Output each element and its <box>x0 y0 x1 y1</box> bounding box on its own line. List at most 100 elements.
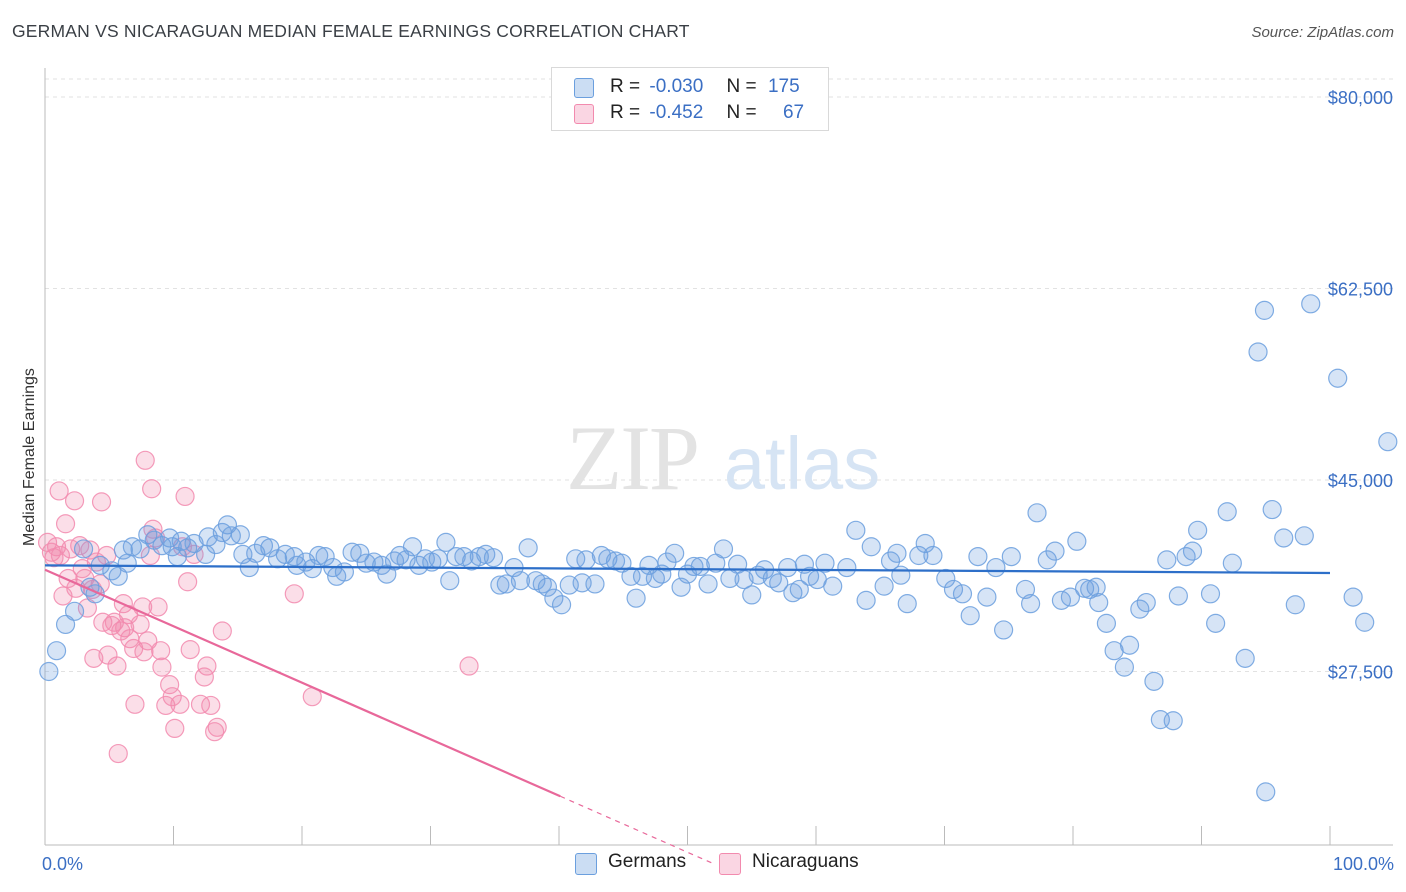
legend-n-germans: 175 <box>767 76 800 97</box>
nicaraguans-point <box>134 642 154 662</box>
germans-point <box>1254 300 1275 320</box>
trend-lines <box>44 564 1331 864</box>
legend-n-label: N = <box>726 102 757 123</box>
nicaraguans-point <box>64 491 85 511</box>
germans-point <box>1188 520 1208 540</box>
nicaraguans-point <box>84 648 104 668</box>
germans-point <box>1206 613 1226 633</box>
germans-point <box>778 557 798 578</box>
germans-point <box>897 594 917 614</box>
germans-point <box>1114 657 1135 677</box>
germans-point <box>943 579 964 600</box>
nicaraguans-point <box>151 641 171 661</box>
gridlines <box>45 78 1393 672</box>
germans-point <box>621 566 641 586</box>
germans-point <box>1168 586 1188 606</box>
legend-r-nicaraguans: -0.452 <box>649 102 704 123</box>
germans-point <box>73 539 94 559</box>
legend-r-label: R = <box>610 102 641 123</box>
nicaraguans-point <box>170 694 190 714</box>
germans-point <box>1163 711 1183 731</box>
watermark: ZIP atlas <box>566 407 880 509</box>
germans-point <box>1060 587 1081 607</box>
chart-source: Source: ZipAtlas.com <box>1251 24 1394 41</box>
legend-n-label: N = <box>726 76 757 97</box>
germans-point <box>1157 550 1177 570</box>
correlation-legend: R = -0.030 N = 175 R = -0.452 N = 67 <box>551 67 829 131</box>
germans-point <box>1248 342 1268 362</box>
germans-point <box>861 537 881 557</box>
germans-point <box>1222 553 1242 573</box>
nicaraguans-point <box>55 514 76 534</box>
germans-point <box>246 543 266 563</box>
germans-point <box>856 590 876 610</box>
germans-point <box>440 571 460 591</box>
nicaraguans-point <box>148 597 168 617</box>
germans-point <box>1217 502 1237 522</box>
germans-point <box>39 661 59 682</box>
y-tick-label: $27,500 <box>1328 663 1393 683</box>
germans-point <box>152 536 172 556</box>
germans-point <box>1235 648 1255 668</box>
germans-point <box>55 614 76 635</box>
nicaraguans-point <box>201 695 221 716</box>
germans-point <box>315 546 335 567</box>
nicaraguans-point <box>152 657 172 677</box>
germans-point <box>1294 526 1314 546</box>
germans-point <box>1285 595 1305 615</box>
nicaraguans-point <box>108 743 128 764</box>
germans-point <box>936 568 956 589</box>
germans-point <box>428 549 448 569</box>
germans-point <box>1089 592 1109 613</box>
germans-point <box>909 545 929 566</box>
germans-point <box>446 546 466 567</box>
germans-point <box>690 556 710 577</box>
nicaraguans-point <box>165 718 185 739</box>
germans-point <box>923 545 943 566</box>
germans-point <box>436 532 456 552</box>
bottom-legend-label-nicaraguans: Nicaraguans <box>752 851 859 872</box>
germans-point <box>713 539 734 559</box>
germans-trend-line <box>44 564 1331 575</box>
germans-point <box>1027 503 1047 523</box>
germans-point <box>1045 541 1065 561</box>
germans-point <box>402 537 423 557</box>
germans-point <box>1182 541 1203 561</box>
y-tick-label: $62,500 <box>1328 280 1393 300</box>
germans-point <box>490 575 510 595</box>
germans-point <box>350 543 370 563</box>
germans-point <box>1274 528 1294 548</box>
germans-point <box>206 534 226 555</box>
y-tick-label: $45,000 <box>1328 471 1393 491</box>
bottom-legend-label-germans: Germans <box>608 851 687 872</box>
nicaraguans-point <box>49 481 69 501</box>
watermark-atlas: atlas <box>724 422 880 505</box>
germans-point <box>1144 671 1164 691</box>
germans-point <box>122 537 142 557</box>
germans-point <box>823 576 843 596</box>
bottom-legend-swatch-germans <box>575 853 597 875</box>
nicaraguans-trend-line <box>44 568 561 798</box>
germans-point <box>891 565 911 585</box>
germans-point <box>1301 294 1321 314</box>
nicaraguans-point <box>135 450 155 470</box>
germans-point <box>626 588 646 608</box>
germans-point <box>46 641 67 661</box>
nicaraguans-point <box>125 694 145 714</box>
nicaraguans-point <box>91 492 112 512</box>
x-tick-label-max: 100.0% <box>1333 854 1394 874</box>
germans-point <box>551 595 572 615</box>
germans-point <box>887 543 907 563</box>
germans-point <box>537 577 558 597</box>
germans-point <box>1200 584 1221 604</box>
germans-point <box>510 571 531 591</box>
germans-point <box>162 537 182 557</box>
germans-point <box>915 533 935 554</box>
germans-point <box>1086 577 1106 597</box>
y-tick-labels: $27,500 $45,000 $62,500 $80,000 <box>1328 88 1393 683</box>
nicaraguans-point <box>212 621 232 641</box>
germans-point <box>769 573 789 593</box>
legend-r-germans: -0.030 <box>649 76 704 97</box>
axes <box>44 68 1393 846</box>
